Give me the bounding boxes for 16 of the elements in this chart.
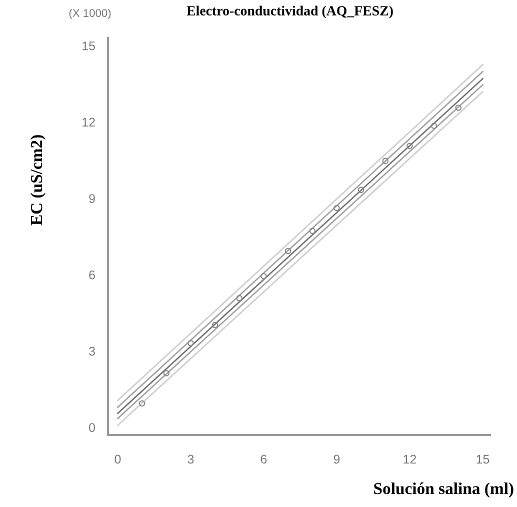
y-tick-label: 3 [89,346,95,356]
x-tick-label: 3 [188,454,194,464]
x-tick-label: 0 [114,454,121,464]
text: (X 1000) [69,8,111,20]
x-tick-label: 6 [260,454,267,464]
x-tick-label: 12 [404,454,416,464]
y-tick-label: 9 [89,194,95,203]
y-tick-label: 12 [82,118,95,127]
x-tick-label: 9 [334,454,340,464]
x-tick-label: 15 [476,454,490,464]
y-axis-title: EC (uS/cm2) [30,135,46,226]
chart-title: Electro-conductividad (AQ_FESZ) [186,6,393,18]
y-tick-label: 6 [89,270,95,280]
x-axis-title: Solución salina (ml) [374,482,514,498]
y-tick-label: 15 [82,42,95,50]
y-tick-label: 0 [89,423,96,432]
